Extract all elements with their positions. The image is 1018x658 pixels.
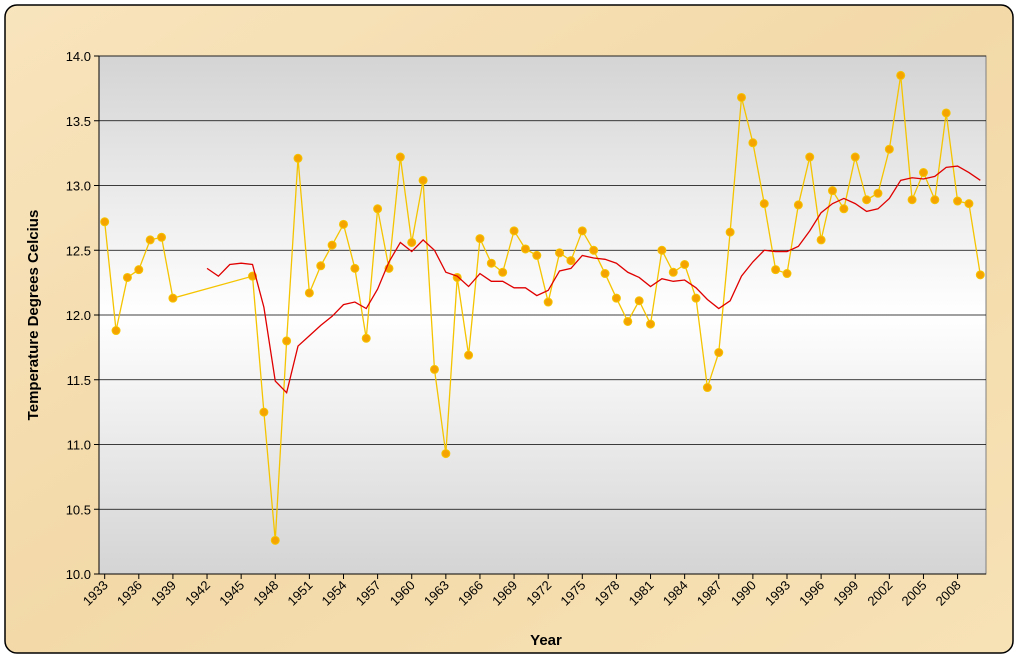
data-point [475, 234, 485, 244]
y-tick-label: 10.5 [66, 502, 91, 517]
data-point [282, 336, 292, 346]
data-point [304, 288, 314, 298]
data-point [395, 152, 405, 162]
data-point [759, 199, 769, 209]
y-tick-label: 14.0 [66, 49, 91, 64]
y-tick-label: 11.0 [67, 438, 91, 453]
data-point [555, 248, 565, 258]
data-point [293, 153, 303, 163]
data-point [498, 267, 508, 277]
y-tick-label: 12.5 [66, 243, 91, 258]
data-point [646, 319, 656, 329]
data-line [206, 165, 981, 394]
data-point [657, 245, 667, 255]
data-point [702, 383, 712, 393]
data-point [611, 293, 621, 303]
data-point [839, 204, 849, 214]
data-point [748, 138, 758, 148]
data-point [725, 227, 735, 237]
data-point [634, 296, 644, 306]
data-point [543, 297, 553, 307]
data-point [589, 245, 599, 255]
data-point [896, 70, 906, 80]
data-point [714, 348, 724, 358]
y-tick-label: 13.0 [66, 179, 91, 194]
x-axis-title: Year [530, 632, 562, 649]
data-point [407, 237, 417, 247]
data-point [862, 195, 872, 205]
data-point [122, 272, 132, 282]
data-point [623, 316, 633, 326]
data-point [668, 267, 678, 277]
data-point [157, 232, 167, 242]
data-point [782, 269, 792, 279]
y-tick-label: 12.0 [66, 308, 91, 323]
data-point [168, 293, 178, 303]
data-point [338, 219, 348, 229]
data-point [350, 263, 360, 273]
data-point [805, 152, 815, 162]
data-point [111, 326, 121, 336]
data-point [953, 196, 963, 206]
data-point [145, 235, 155, 245]
y-tick-label: 11.5 [67, 373, 91, 388]
data-point [941, 108, 951, 118]
y-tick-label: 10.0 [66, 567, 91, 582]
data-point [964, 199, 974, 209]
data-point [316, 261, 326, 271]
data-point [429, 364, 439, 374]
data-point [873, 188, 883, 198]
data-point [918, 168, 928, 178]
data-point [509, 226, 519, 236]
data-point [827, 186, 837, 196]
data-point [566, 256, 576, 266]
data-point [270, 535, 280, 545]
data-point [418, 175, 428, 185]
data-point [373, 204, 383, 214]
data-point [737, 92, 747, 102]
data-point [930, 195, 940, 205]
data-point [486, 258, 496, 268]
data-point [884, 144, 894, 154]
data-point [793, 200, 803, 210]
data-point [680, 259, 690, 269]
data-point [577, 226, 587, 236]
y-tick-label: 13.5 [66, 114, 91, 129]
data-point [259, 407, 269, 417]
data-point [975, 270, 985, 280]
data-point [327, 240, 337, 250]
data-point [691, 293, 701, 303]
data-point [850, 152, 860, 162]
data-point [441, 449, 451, 459]
data-point [100, 217, 110, 227]
data-point [134, 265, 144, 275]
data-point [907, 195, 917, 205]
data-point [816, 235, 826, 245]
data-point [600, 269, 610, 279]
data-point [464, 350, 474, 360]
data-point [532, 250, 542, 260]
y-axis-title: Temperature Degrees Celcius [25, 210, 42, 421]
data-line [104, 75, 981, 541]
data-point [771, 265, 781, 275]
data-point [520, 244, 530, 254]
data-point [361, 333, 371, 343]
